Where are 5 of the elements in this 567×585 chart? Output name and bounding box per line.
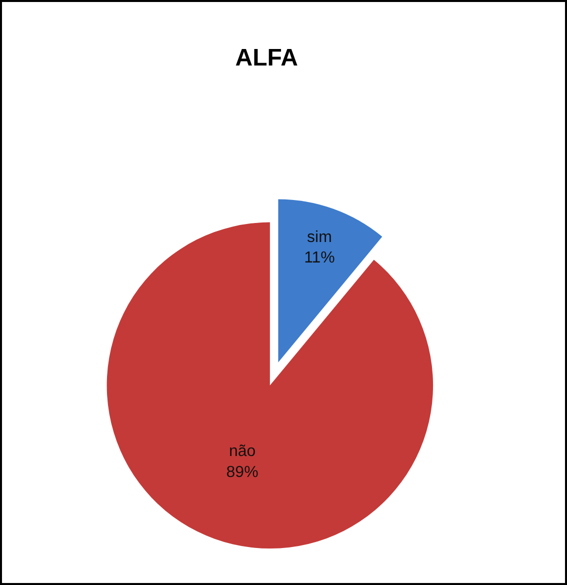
slice-label: sim — [307, 228, 332, 246]
data-label: 89% — [226, 464, 258, 482]
data-label: 11% — [304, 250, 335, 267]
slice-label: não — [228, 443, 256, 460]
chart-title: ALFA — [235, 44, 298, 72]
